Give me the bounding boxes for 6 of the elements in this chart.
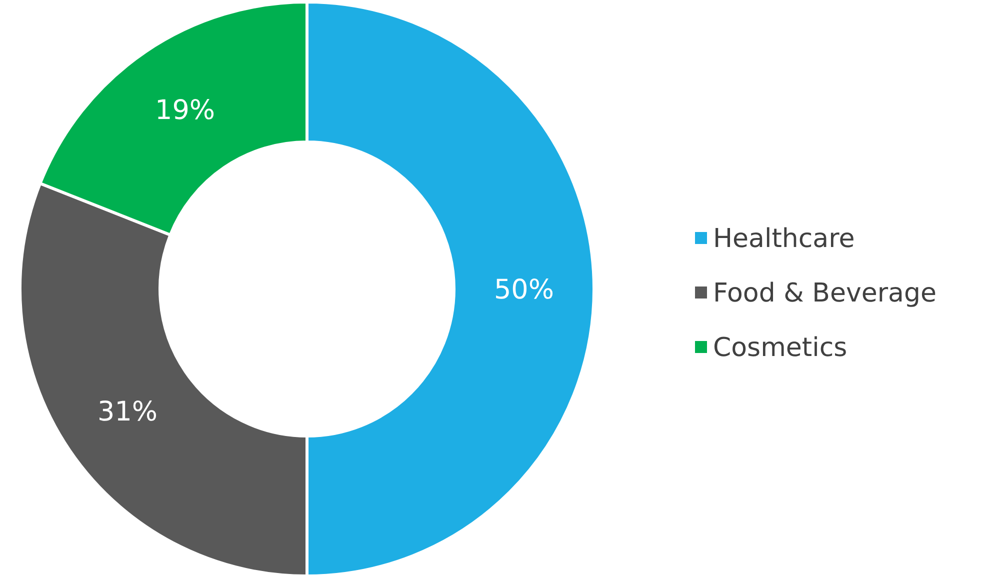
data-label: 31% — [98, 396, 158, 428]
legend-label: Cosmetics — [713, 333, 848, 364]
legend-label: Healthcare — [713, 224, 855, 254]
legend-label: Food & Beverage — [713, 278, 936, 309]
data-label: 50% — [494, 274, 554, 306]
data-label: 19% — [155, 94, 216, 126]
